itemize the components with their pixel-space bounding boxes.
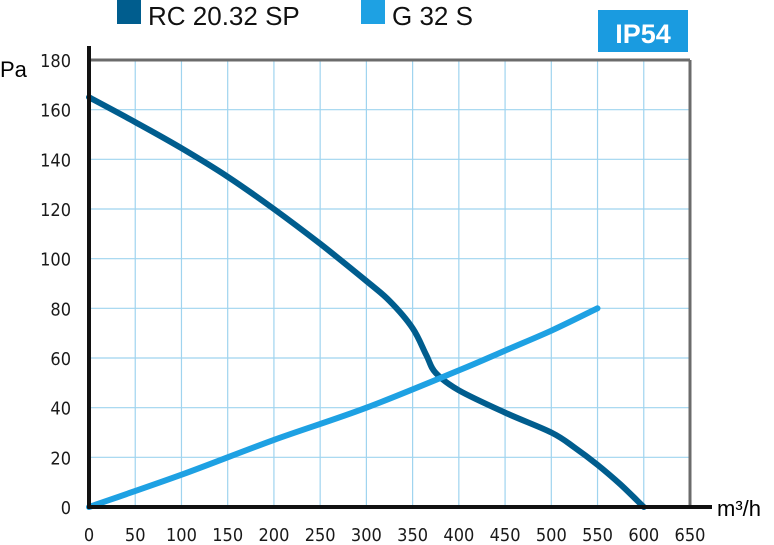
y-tick-label-9: 180: [40, 51, 71, 72]
x-axis-label: m³/h: [717, 496, 761, 521]
x-tick-label-2: 100: [166, 525, 197, 545]
y-tick-label-5: 100: [40, 250, 71, 271]
x-tick-label-0: 0: [84, 525, 94, 545]
y-tick-label-3: 60: [50, 349, 71, 370]
ip-badge: IP54: [598, 10, 688, 52]
y-tick-label-8: 160: [40, 101, 71, 122]
ip-badge-label: IP54: [615, 19, 671, 49]
series-line-0: [86, 94, 647, 510]
legend-swatch-0: [117, 0, 141, 24]
y-tick-label-6: 120: [40, 200, 71, 221]
y-axis-label: Pa: [0, 57, 28, 82]
x-tick-label-10: 500: [536, 525, 567, 545]
y-tick-label-1: 20: [50, 448, 71, 469]
y-tick-label-2: 40: [50, 399, 71, 420]
x-tick-label-13: 650: [675, 525, 706, 545]
ip-badge-background: [598, 10, 688, 52]
x-tick-label-3: 150: [212, 525, 243, 545]
x-tick-label-11: 550: [582, 525, 613, 545]
x-tick-label-8: 400: [443, 525, 474, 545]
tick-labels: 0 50 100 150 200 250 300 350 400 450 500 550 600 650 0…: [40, 51, 705, 545]
legend-label-1: G 32 S: [392, 1, 473, 31]
legend-swatch-1: [361, 0, 385, 24]
x-tick-label-1: 50: [125, 525, 146, 545]
y-tick-label-4: 80: [50, 299, 71, 320]
x-tick-label-5: 250: [305, 525, 336, 545]
axes: [87, 46, 712, 509]
legend: RC 20.32 SP G 32 S: [117, 0, 473, 31]
x-tick-label-9: 450: [490, 525, 521, 545]
y-tick-label-7: 140: [40, 150, 71, 171]
x-tick-label-4: 200: [258, 525, 289, 545]
series-line-1: [86, 305, 601, 510]
x-tick-label-6: 300: [351, 525, 382, 545]
y-tick-label-0: 0: [61, 498, 71, 519]
x-tick-label-7: 350: [397, 525, 428, 545]
grid: [88, 59, 691, 508]
series-lines: [86, 94, 647, 510]
legend-label-0: RC 20.32 SP: [148, 1, 300, 31]
x-tick-label-12: 600: [628, 525, 659, 545]
